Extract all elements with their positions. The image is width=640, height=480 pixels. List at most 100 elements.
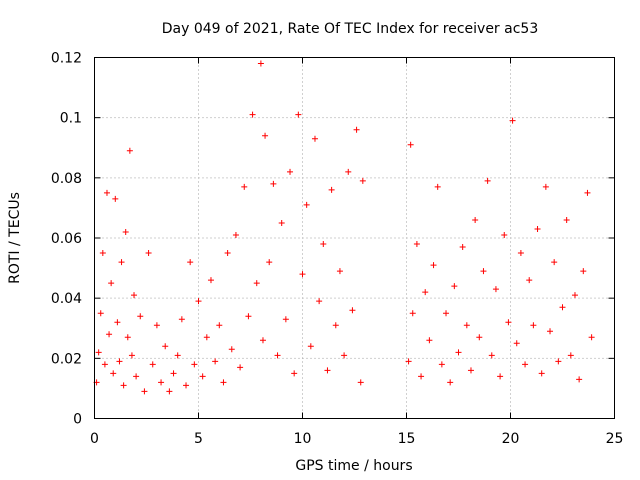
data-point <box>353 126 360 133</box>
data-point <box>191 361 198 368</box>
data-point <box>199 373 206 380</box>
data-point <box>501 231 508 238</box>
data-point <box>270 180 277 187</box>
data-point <box>551 259 558 266</box>
data-point <box>122 228 129 235</box>
data-point <box>170 370 177 377</box>
x-tick-label: 10 <box>294 431 312 447</box>
data-point <box>118 259 125 266</box>
data-point <box>287 168 294 175</box>
data-point <box>112 195 119 202</box>
data-point <box>187 259 194 266</box>
data-point <box>249 111 256 118</box>
data-point <box>480 268 487 275</box>
data-point <box>128 352 135 359</box>
data-point <box>110 370 117 377</box>
chart-title: Day 049 of 2021, Rate Of TEC Index for r… <box>162 21 538 37</box>
x-tick-label: 25 <box>606 431 624 447</box>
y-tick-label: 0.1 <box>60 111 82 127</box>
data-points <box>93 60 595 395</box>
data-point <box>126 147 133 154</box>
y-tick-label: 0.06 <box>51 231 82 247</box>
data-point <box>584 189 591 196</box>
data-point <box>451 283 458 290</box>
data-point <box>137 313 144 320</box>
data-point <box>224 250 231 257</box>
plot-frame <box>94 57 615 419</box>
data-point <box>282 316 289 323</box>
data-point <box>405 358 412 365</box>
data-point <box>183 382 190 389</box>
data-point <box>114 319 121 326</box>
data-point <box>291 370 298 377</box>
data-point <box>274 352 281 359</box>
data-point <box>422 289 429 296</box>
data-point <box>97 310 104 317</box>
data-point <box>162 343 169 350</box>
data-point <box>505 319 512 326</box>
data-point <box>359 177 366 184</box>
data-point <box>195 298 202 305</box>
data-point <box>345 168 352 175</box>
data-point <box>497 373 504 380</box>
data-point <box>463 322 470 329</box>
data-point <box>316 298 323 305</box>
data-point <box>257 60 264 67</box>
data-point <box>328 186 335 193</box>
x-tick-labels: 0 5 10 15 20 25 <box>90 431 623 447</box>
data-point <box>203 334 210 341</box>
data-point <box>220 379 227 386</box>
data-point <box>278 219 285 226</box>
data-point <box>245 313 252 320</box>
data-point <box>106 331 113 338</box>
data-point <box>178 316 185 323</box>
data-point <box>567 352 574 359</box>
data-point <box>484 177 491 184</box>
data-point <box>349 307 356 314</box>
data-point <box>324 367 331 374</box>
data-point <box>409 310 416 317</box>
data-point <box>320 241 327 248</box>
data-point <box>443 310 450 317</box>
data-point <box>131 292 138 299</box>
data-point <box>580 268 587 275</box>
data-point <box>299 271 306 278</box>
y-axis-label: ROTI / TECUs <box>7 192 23 284</box>
data-point <box>174 352 181 359</box>
data-point <box>438 361 445 368</box>
x-tick-label: 15 <box>398 431 416 447</box>
data-point <box>295 111 302 118</box>
data-point <box>526 277 533 284</box>
data-point <box>103 189 110 196</box>
data-point <box>555 358 562 365</box>
y-tick-labels: 0 0.02 0.04 0.06 0.08 0.1 0.12 <box>51 51 82 428</box>
grid-lines <box>94 57 615 419</box>
data-point <box>232 231 239 238</box>
data-point <box>108 280 115 287</box>
data-point <box>563 216 570 223</box>
data-point <box>307 343 314 350</box>
x-tick-label: 5 <box>194 431 203 447</box>
data-point <box>472 216 479 223</box>
data-point <box>237 364 244 371</box>
data-point <box>228 346 235 353</box>
data-point <box>430 262 437 269</box>
axis-ticks <box>94 57 615 419</box>
data-point <box>332 322 339 329</box>
data-point <box>559 304 566 311</box>
data-point <box>413 241 420 248</box>
data-point <box>357 379 364 386</box>
data-point <box>95 349 102 356</box>
data-point <box>542 183 549 190</box>
data-point <box>101 361 108 368</box>
data-point <box>141 388 148 395</box>
data-point <box>576 376 583 383</box>
data-point <box>311 135 318 142</box>
data-point <box>120 382 127 389</box>
data-point <box>407 141 414 148</box>
data-point <box>99 250 106 257</box>
data-point <box>166 388 173 395</box>
data-point <box>145 250 152 257</box>
data-point <box>207 277 214 284</box>
